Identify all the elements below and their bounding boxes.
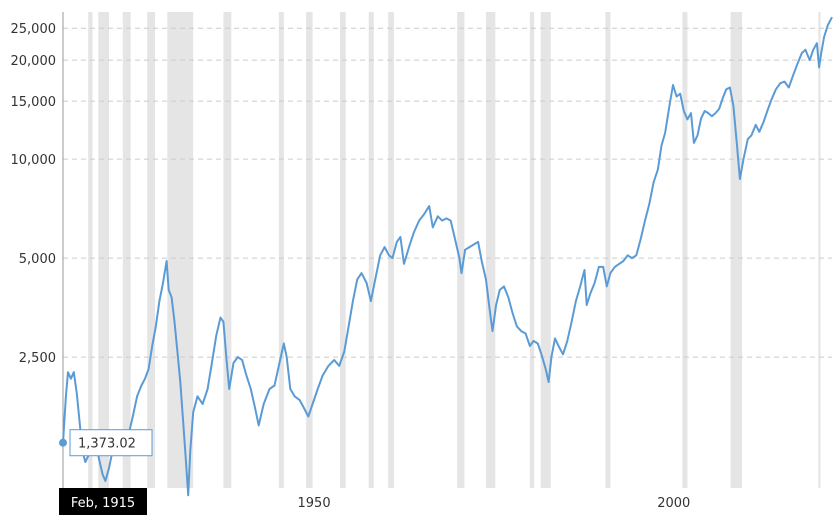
series-line[interactable]	[62, 16, 833, 497]
recession-band	[818, 12, 821, 488]
tooltip-value: 1,373.02	[78, 437, 136, 452]
y-tick-label: 20,000	[11, 54, 57, 69]
recession-band	[122, 12, 131, 488]
y-axis-ticks: 2,500 5,000 10,000 15,000 20,000 25,000	[11, 22, 57, 366]
recession-band	[388, 12, 394, 488]
recession-band	[730, 12, 743, 488]
recession-band	[368, 12, 374, 488]
recession-band	[457, 12, 465, 488]
recession-band	[88, 12, 93, 488]
y-tick-label: 25,000	[11, 22, 57, 37]
recession-band	[167, 12, 194, 488]
cursor-date-label: Feb, 1915	[59, 488, 147, 515]
y-gridlines	[63, 27, 832, 358]
cursor-point	[59, 438, 67, 447]
y-tick-label: 2,500	[19, 351, 56, 366]
recession-band	[485, 12, 496, 488]
recession-band	[98, 12, 110, 488]
x-axis-ticks: 1950 2000	[298, 496, 691, 511]
y-tick-label: 5,000	[19, 252, 56, 267]
recession-band	[147, 12, 156, 488]
recession-band	[339, 12, 346, 488]
tooltip-box	[69, 429, 153, 457]
value-tooltip: 1,373.02	[69, 429, 153, 457]
recession-band	[682, 12, 688, 488]
recession-band	[540, 12, 551, 488]
recession-band	[306, 12, 313, 488]
recession-band	[278, 12, 284, 488]
recession-band	[605, 12, 611, 488]
recession-band	[223, 12, 232, 488]
recession-bands	[88, 12, 821, 488]
x-tick-label: 1950	[298, 496, 331, 511]
cursor-label-box	[59, 488, 147, 515]
recession-band	[529, 12, 535, 488]
x-tick-label: 2000	[657, 496, 690, 511]
y-tick-label: 10,000	[11, 153, 57, 168]
y-tick-label: 15,000	[11, 95, 57, 110]
cursor-date-text: Feb, 1915	[71, 496, 135, 511]
